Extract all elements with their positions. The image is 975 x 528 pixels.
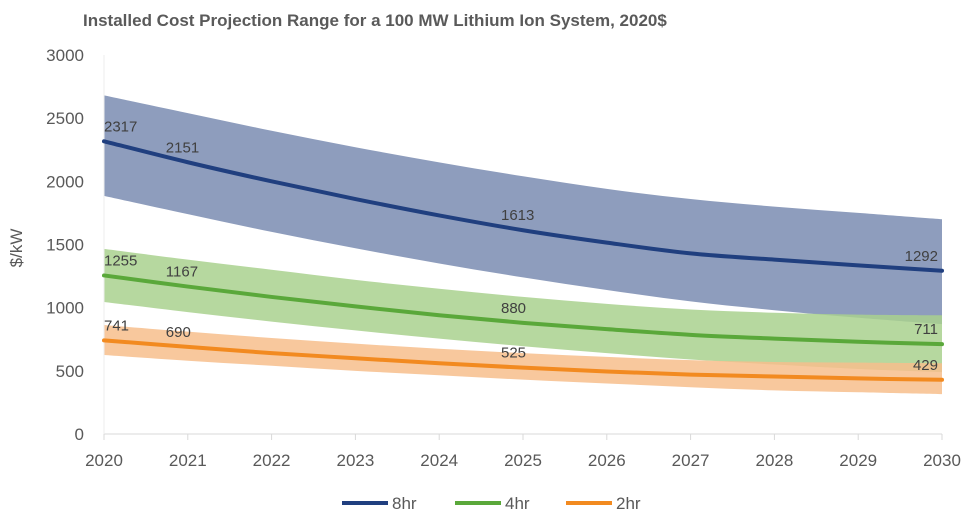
chart-title: Installed Cost Projection Range for a 10… [83,11,667,30]
x-tick-label: 2024 [420,451,458,470]
x-tick-label: 2029 [839,451,877,470]
y-tick-label: 3000 [46,46,84,65]
data-label-8hr: 2151 [166,139,199,156]
y-tick-label: 2000 [46,172,84,191]
legend-label-4hr: 4hr [505,494,530,513]
band-4hr [104,248,942,373]
series-line-4hr [102,273,944,347]
x-tick-label: 2022 [253,451,291,470]
x-tick-label: 2026 [588,451,626,470]
y-tick-label: 1500 [46,236,84,255]
data-label-4hr: 1255 [104,252,137,269]
data-label-8hr: 1613 [501,207,534,224]
data-label-4hr: 880 [501,300,526,317]
data-label-2hr: 525 [501,345,526,362]
legend-label-8hr: 8hr [392,494,417,513]
y-tick-label: 2500 [46,109,84,128]
data-label-2hr: 741 [104,317,129,334]
series-line-8hr [102,139,944,273]
data-label-8hr: 1292 [905,248,938,265]
x-tick-label: 2025 [504,451,542,470]
y-tick-label: 1000 [46,299,84,318]
series-line-2hr [102,338,944,382]
y-tick-label: 0 [75,425,84,444]
data-label-8hr: 2317 [104,118,137,135]
data-label-2hr: 690 [166,324,191,341]
x-tick-label: 2020 [85,451,123,470]
x-tick-label: 2023 [336,451,374,470]
band-8hr [104,95,942,325]
data-label-4hr: 711 [914,321,938,338]
x-tick-label: 2028 [755,451,793,470]
y-tick-label: 500 [56,362,84,381]
legend-label-2hr: 2hr [616,494,641,513]
data-label-2hr: 429 [913,357,938,374]
data-label-4hr: 1167 [166,264,198,281]
x-tick-label: 2027 [672,451,710,470]
x-tick-label: 2030 [923,451,961,470]
y-axis-label: $/kW [7,229,26,268]
x-tick-label: 2021 [169,451,207,470]
